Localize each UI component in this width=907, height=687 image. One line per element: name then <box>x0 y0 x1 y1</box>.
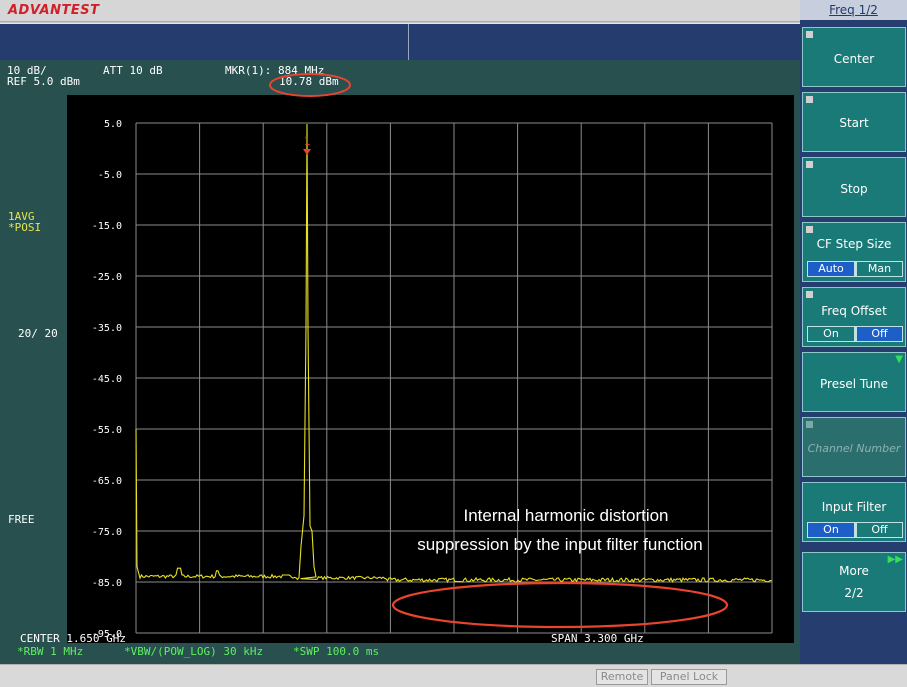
y-tick-label: -75.0 <box>92 527 122 538</box>
y-tick-label: -55.0 <box>92 425 122 436</box>
span-label: SPAN 3.300 GHz <box>551 632 644 645</box>
y-tick-label: -5.0 <box>98 170 122 181</box>
presel-tune-label: Presel Tune <box>820 377 888 391</box>
more-softkey-label: More <box>839 564 869 578</box>
channel-number-label: Channel Number <box>807 442 901 455</box>
y-tick-label: -95.0 <box>92 629 122 640</box>
presel-tune-softkey[interactable]: ▼ Presel Tune <box>802 352 906 412</box>
marker-number: 1 <box>304 135 311 148</box>
title-bar: ADVANTEST <box>0 0 800 22</box>
detector-label: *POSI <box>8 221 42 234</box>
freq-offset-softkey[interactable]: Freq Offset On Off <box>802 287 906 347</box>
submenu-arrow-icon: ▼ <box>895 354 903 365</box>
y-tick-label: -35.0 <box>92 323 122 334</box>
marker-triangle <box>303 149 311 155</box>
message-bar-divider <box>408 24 409 61</box>
brand-logo: ADVANTEST <box>8 3 100 18</box>
annotation-line-1: Internal harmonic distortion <box>463 506 668 525</box>
numeric-entry-icon <box>806 421 813 428</box>
marker-1-indicator: 1 <box>303 135 311 155</box>
spectrum-graticule: 5.0 -5.0 -15.0 -25.0 -35.0 -45.0 -55.0 -65.0 -75… <box>92 119 773 640</box>
start-softkey[interactable]: Start <box>802 92 906 152</box>
numeric-entry-icon <box>806 226 813 233</box>
input-filter-softkey[interactable]: Input Filter On Off <box>802 482 906 542</box>
message-bar <box>0 23 800 61</box>
cf-step-man-option[interactable]: Man <box>867 262 892 275</box>
numeric-entry-icon <box>806 291 813 298</box>
sweep-label: *SWP 100.0 ms <box>293 645 380 658</box>
trigger-label: FREE <box>8 513 35 526</box>
marker-readout-highlight <box>269 73 351 97</box>
y-tick-label: -15.0 <box>92 221 122 232</box>
input-filter-off-option[interactable]: Off <box>871 523 888 536</box>
avg-count-label: 20/ 20 <box>18 327 58 340</box>
input-filter-toggle[interactable]: On Off <box>807 522 903 538</box>
center-softkey[interactable]: Center <box>802 27 906 87</box>
avg-mode-label: 1AVG <box>8 210 35 223</box>
numeric-entry-icon <box>806 161 813 168</box>
softkey-panel: Freq 1/2 Center Start Stop CF Step Size … <box>800 0 907 664</box>
stop-softkey[interactable]: Stop <box>802 157 906 217</box>
annotation-line-2: suppression by the input filter function <box>417 535 702 554</box>
menu-title-freq[interactable]: Freq 1/2 <box>800 0 907 20</box>
freq-offset-label: Freq Offset <box>821 304 887 318</box>
harmonic-region-highlight <box>391 581 729 629</box>
stop-softkey-label: Stop <box>840 182 868 196</box>
remote-indicator: Remote <box>596 669 648 685</box>
rbw-label: *RBW 1 MHz <box>17 645 84 658</box>
more-page-label: 2/2 <box>844 586 864 600</box>
more-softkey[interactable]: ▶▶ More 2/2 <box>802 552 906 612</box>
center-softkey-label: Center <box>833 52 875 66</box>
y-tick-label: -85.0 <box>92 578 122 589</box>
center-freq-label: CENTER 1.650 GHz <box>20 632 126 645</box>
y-tick-label: -25.0 <box>92 272 122 283</box>
input-filter-on-option[interactable]: On <box>808 523 854 537</box>
y-tick-label: 5.0 <box>104 119 122 130</box>
y-tick-label: -45.0 <box>92 374 122 385</box>
analyzer-screen: 10 dB/ REF 5.0 dBm ATT 10 dB MKR(1): 884… <box>0 60 800 664</box>
y-tick-label: -65.0 <box>92 476 122 487</box>
channel-number-softkey[interactable]: Channel Number <box>802 417 906 477</box>
freq-offset-toggle[interactable]: On Off <box>807 326 903 342</box>
freq-offset-on-option[interactable]: On <box>823 327 839 340</box>
status-bar: Remote Panel Lock <box>0 664 907 687</box>
attenuation-label: ATT 10 dB <box>103 64 163 77</box>
spectrum-trace <box>135 123 772 584</box>
cf-step-size-label: CF Step Size <box>816 237 892 251</box>
ref-level-label: REF 5.0 dBm <box>7 75 80 88</box>
marker-level-label: 10.78 dBm <box>279 75 339 88</box>
y-axis-labels: 5.0 -5.0 -15.0 -25.0 -35.0 -45.0 -55.0 -65.0 -75… <box>92 119 122 640</box>
panel-lock-indicator: Panel Lock <box>651 669 727 685</box>
next-page-arrow-icon: ▶▶ <box>887 554 903 565</box>
start-softkey-label: Start <box>839 116 869 130</box>
numeric-entry-icon <box>806 31 813 38</box>
cf-step-toggle[interactable]: Auto Man <box>807 261 903 277</box>
spectrum-plot: 5.0 -5.0 -15.0 -25.0 -35.0 -45.0 -55.0 -65.0 -75… <box>67 95 794 643</box>
cf-step-auto-option[interactable]: Auto <box>808 262 854 276</box>
scale-label: 10 dB/ <box>7 64 47 77</box>
freq-offset-off-option[interactable]: Off <box>857 327 902 341</box>
marker-freq-label: MKR(1): 884 MHz <box>225 64 325 77</box>
vbw-label: *VBW/(POW_LOG) 30 kHz <box>124 645 264 658</box>
cf-step-size-softkey[interactable]: CF Step Size Auto Man <box>802 222 906 282</box>
numeric-entry-icon <box>806 96 813 103</box>
input-filter-label: Input Filter <box>821 500 887 514</box>
graticule-lines <box>135 122 773 634</box>
